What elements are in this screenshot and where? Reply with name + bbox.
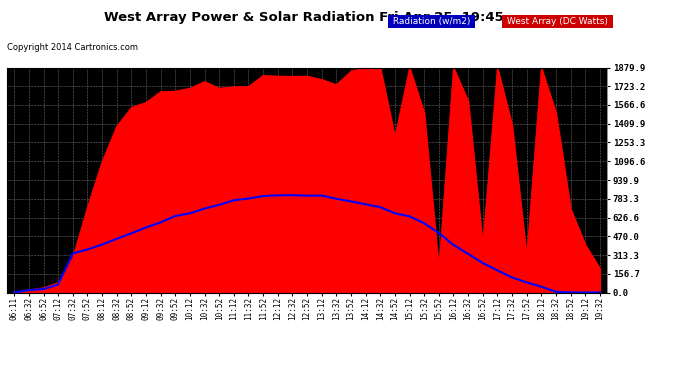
Text: Radiation (w/m2): Radiation (w/m2) [390,17,473,26]
Text: West Array Power & Solar Radiation Fri Apr 25  19:45: West Array Power & Solar Radiation Fri A… [104,11,504,24]
Text: Copyright 2014 Cartronics.com: Copyright 2014 Cartronics.com [7,43,138,52]
Text: West Array (DC Watts): West Array (DC Watts) [504,17,611,26]
